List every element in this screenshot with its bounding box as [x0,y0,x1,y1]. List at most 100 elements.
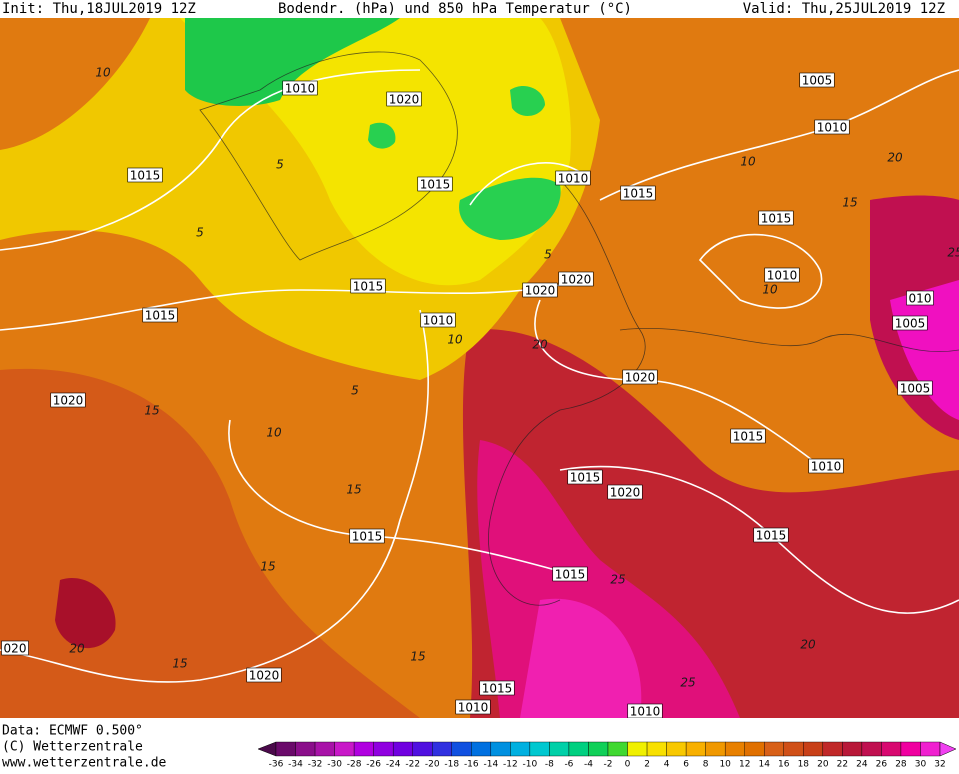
temperature-label: 20 [532,338,548,352]
colorbar-tick-label: 22 [837,760,848,770]
colorbar-end-right [939,741,957,757]
isobar-label-text: 1010 [458,701,489,715]
isobar-label-box [246,667,282,683]
colorbar-tick-label: -32 [308,760,323,770]
isobar-label: 1020 [522,282,558,298]
isobar-label-box [753,527,789,543]
header-bar [0,0,959,18]
temperature-label: 15 [346,483,361,497]
temperature-label: 10 [95,66,111,80]
colorbar-tick-label: -6 [564,760,573,770]
isobar-label: 020 [1,640,29,656]
isobar-label-box [455,699,491,715]
isobar-label: 1020 [50,392,86,408]
isobar-label-box [906,290,934,306]
colorbar-cell [588,741,609,757]
isobar-label-text: 1020 [625,371,656,385]
colorbar-tick-label: 30 [915,760,927,770]
isobar-label: 1010 [808,458,844,474]
isobar-label-box [764,267,800,283]
colorbar-cell [392,741,413,757]
isobar-label-box [799,72,835,88]
colorbar-tick-label: 14 [759,760,771,770]
colorbar-tick-label: -24 [386,760,401,770]
isobar-label-text: 1015 [756,529,787,543]
colorbar-cell [744,741,765,757]
isobar-label: 1010 [420,312,456,328]
isobar-label-box [386,91,422,107]
map-title: Bodendr. (hPa) und 850 hPa Temperatur (°… [278,1,632,17]
colorbar-cell [783,741,804,757]
temperature-label: 5 [351,384,359,398]
isobar-label-text: 1015 [352,530,383,544]
colorbar-cell [275,741,296,757]
isobar-label: 1020 [558,271,594,287]
colorbar-cell [920,741,941,757]
temperature-label: 15 [144,404,159,418]
isobar-label-box [552,566,588,582]
data-source: Data: ECMWF 0.500° [2,724,143,739]
isobar-label-box [282,80,318,96]
isobar-label: 1020 [246,667,282,683]
isobar-label: 1015 [758,210,794,226]
colorbar-cell [861,741,882,757]
isobar-label-text: 1020 [561,273,592,287]
colorbar-tick-label: 10 [719,760,731,770]
isobar-label: 1015 [417,176,453,192]
isobar-label-box [417,176,453,192]
isobar-label-text: 1015 [145,309,176,323]
isobar-label-text: 1020 [53,394,84,408]
colorbar-cell [900,741,921,757]
colorbar-tick-label: -22 [405,760,420,770]
colorbar-cell [432,741,452,757]
colorbar-cell [451,741,472,757]
temperature-label: 25 [947,246,959,260]
colorbar-tick-label: -34 [288,760,303,770]
colorbar-cell [705,741,726,757]
isobar-label: 1015 [349,528,385,544]
isobar-label: 1005 [892,315,928,331]
colorbar-cell [471,741,492,757]
isobar-label-box [350,278,386,294]
temperature-label: 20 [69,642,85,656]
isobar-label-text: 1015 [130,169,161,183]
colorbar-cell [568,741,589,757]
isobar-label-text: 1005 [895,317,926,331]
isobar-label: 1015 [350,278,386,294]
init-time: Init: Thu,18JUL2019 12Z [2,1,196,17]
temperature-label: 15 [172,657,187,671]
isobar-label-box [142,307,178,323]
isobar-label-box [558,271,594,287]
isobar-label: 1015 [620,185,656,201]
colorbar-tick-label: 32 [934,760,945,770]
isobar-label-box [808,458,844,474]
colorbar-tick-label: 24 [856,760,868,770]
isobar-label-text: 1015 [733,430,764,444]
colorbar-cell [666,741,687,757]
isobar-label-box [814,119,850,135]
colorbar-tick-label: -20 [425,760,440,770]
colorbar-tick-label: 26 [876,760,888,770]
isobar-label-text: 1020 [610,486,641,500]
isobar-label-box [50,392,86,408]
isobar-label-box [730,428,766,444]
isobar-label-box [420,312,456,328]
isobar-label: 1010 [455,699,491,715]
temperature-label: 5 [196,226,204,240]
temperature-label: 10 [762,283,778,297]
colorbar-cell [881,741,902,757]
colorbar-cell [334,741,355,757]
isobar-label-text: 1010 [811,460,842,474]
colorbar-cell [529,741,550,757]
website: www.wetterzentrale.de [2,756,167,771]
colorbar-cell [646,741,667,757]
temperature-label: 15 [842,196,857,210]
colorbar-tick-label: 4 [664,760,670,770]
isobar-label-text: 1010 [423,314,454,328]
isobar-label-text: 1015 [555,568,586,582]
isobar-label-text: 1010 [630,705,661,719]
colorbar-cell [842,741,863,757]
copyright: (C) Wetterzentrale [2,740,143,755]
colorbar-tick-label: -14 [483,760,498,770]
isobar-label: 010 [906,290,934,306]
